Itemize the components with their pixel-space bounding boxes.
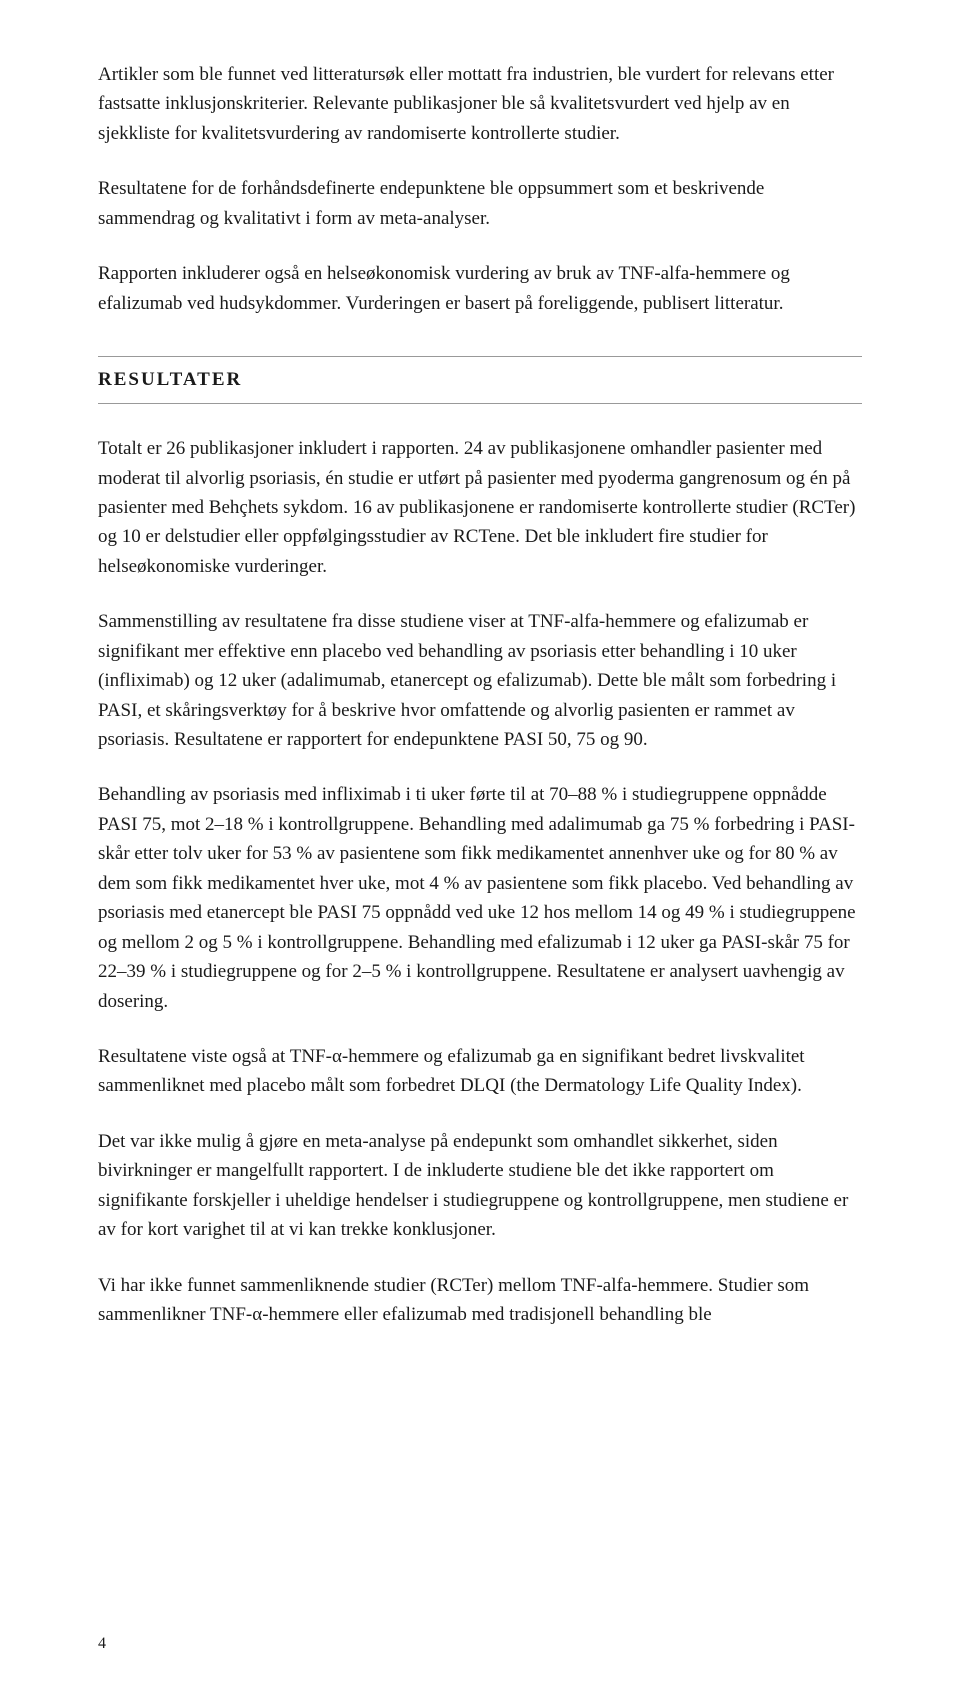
results-paragraph-6: Vi har ikke funnet sammenliknende studie…: [98, 1271, 862, 1330]
intro-paragraph-3: Rapporten inkluderer også en helseøkonom…: [98, 259, 862, 318]
intro-paragraph-1: Artikler som ble funnet ved litteratursø…: [98, 60, 862, 148]
results-paragraph-4: Resultatene viste også at TNF-α-hemmere …: [98, 1042, 862, 1101]
results-paragraph-3: Behandling av psoriasis med infliximab i…: [98, 780, 862, 1016]
document-page: Artikler som ble funnet ved litteratursø…: [0, 0, 960, 1691]
results-paragraph-1: Totalt er 26 publikasjoner inkludert i r…: [98, 434, 862, 581]
results-paragraph-2: Sammenstilling av resultatene fra disse …: [98, 607, 862, 754]
section-heading-resultater: RESULTATER: [98, 356, 862, 404]
page-number: 4: [98, 1635, 106, 1653]
results-paragraph-5: Det var ikke mulig å gjøre en meta-analy…: [98, 1127, 862, 1245]
intro-paragraph-2: Resultatene for de forhåndsdefinerte end…: [98, 174, 862, 233]
